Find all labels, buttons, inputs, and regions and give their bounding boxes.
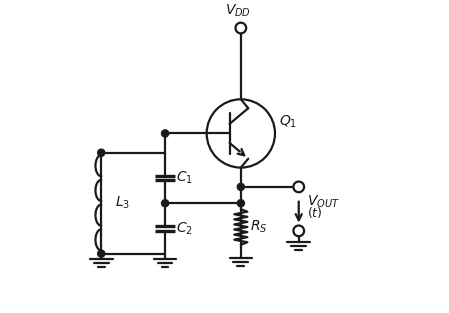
Text: $C_1$: $C_1$ bbox=[176, 170, 194, 186]
Circle shape bbox=[207, 99, 275, 167]
Circle shape bbox=[237, 200, 244, 207]
Circle shape bbox=[235, 23, 246, 33]
Text: $(t)$: $(t)$ bbox=[307, 205, 323, 220]
Text: $Q_1$: $Q_1$ bbox=[278, 113, 297, 130]
Text: $R_S$: $R_S$ bbox=[250, 219, 267, 235]
Text: $V_{OUT}$: $V_{OUT}$ bbox=[307, 193, 340, 210]
Circle shape bbox=[162, 130, 169, 137]
Text: $V_{DD}$: $V_{DD}$ bbox=[225, 2, 251, 18]
Circle shape bbox=[98, 149, 105, 156]
Circle shape bbox=[293, 182, 304, 192]
Circle shape bbox=[98, 250, 105, 257]
Circle shape bbox=[162, 200, 169, 207]
Circle shape bbox=[293, 225, 304, 236]
Circle shape bbox=[237, 183, 244, 190]
Text: $L_3$: $L_3$ bbox=[114, 195, 130, 211]
Text: $C_2$: $C_2$ bbox=[176, 220, 194, 237]
